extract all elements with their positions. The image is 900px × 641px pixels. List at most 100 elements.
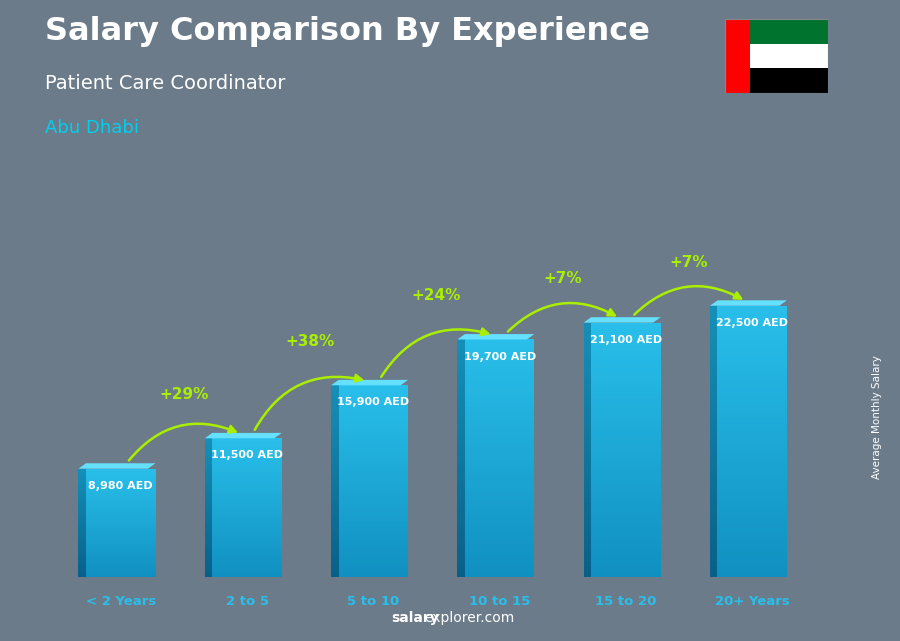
Bar	[212, 549, 282, 551]
Bar	[710, 385, 717, 387]
Bar	[717, 360, 787, 363]
Bar	[591, 358, 661, 361]
Bar	[338, 560, 408, 562]
Bar	[205, 509, 212, 510]
Bar	[710, 495, 717, 498]
Bar	[465, 356, 535, 358]
Bar	[78, 540, 86, 541]
Bar	[710, 417, 717, 420]
Bar	[331, 451, 338, 453]
Bar	[338, 456, 408, 458]
Bar	[86, 470, 156, 471]
Bar	[591, 445, 661, 447]
Bar	[465, 475, 535, 477]
Bar	[457, 477, 465, 479]
Bar	[465, 347, 535, 349]
Bar	[710, 422, 717, 425]
Bar	[212, 441, 282, 442]
Bar	[591, 325, 661, 328]
Bar	[338, 481, 408, 483]
Bar	[338, 508, 408, 510]
Bar	[86, 529, 156, 530]
Bar	[583, 437, 591, 440]
Bar	[710, 341, 717, 344]
Bar	[465, 558, 535, 560]
Bar	[710, 370, 717, 374]
Bar	[710, 395, 717, 398]
Bar	[583, 414, 591, 417]
Bar	[457, 475, 465, 477]
Bar	[78, 554, 86, 555]
Bar	[331, 456, 338, 458]
Bar	[457, 378, 465, 380]
Bar	[717, 474, 787, 476]
Bar	[86, 490, 156, 492]
Bar	[583, 529, 591, 531]
Bar	[86, 523, 156, 524]
Bar	[86, 541, 156, 542]
Bar	[78, 526, 86, 527]
Bar	[86, 519, 156, 520]
Bar	[583, 429, 591, 432]
Bar	[205, 485, 212, 487]
Bar	[717, 330, 787, 333]
Bar	[591, 462, 661, 465]
Bar	[205, 533, 212, 534]
Bar	[331, 470, 338, 472]
Bar	[331, 408, 338, 410]
Bar	[331, 560, 338, 562]
Bar	[710, 526, 717, 528]
Bar	[583, 404, 591, 406]
Bar	[457, 437, 465, 439]
Bar	[331, 441, 338, 443]
Bar	[465, 529, 535, 532]
Text: 15,900 AED: 15,900 AED	[338, 397, 410, 407]
Bar	[78, 553, 86, 554]
Bar	[457, 565, 465, 567]
Bar	[338, 422, 408, 424]
Bar	[86, 524, 156, 525]
Bar	[205, 503, 212, 505]
Bar	[78, 549, 86, 550]
Bar	[86, 536, 156, 537]
Bar	[212, 452, 282, 454]
Bar	[205, 566, 212, 567]
Bar	[710, 479, 717, 482]
Bar	[86, 501, 156, 503]
Bar	[338, 527, 408, 529]
Bar	[717, 558, 787, 561]
Bar	[78, 567, 86, 568]
Bar	[205, 490, 212, 491]
Bar	[457, 444, 465, 446]
Bar	[457, 532, 465, 534]
Bar	[724, 69, 828, 93]
Bar	[212, 524, 282, 526]
Bar	[710, 452, 717, 455]
Bar	[86, 570, 156, 572]
Bar	[212, 563, 282, 565]
Bar	[331, 538, 338, 540]
Bar	[583, 493, 591, 495]
Bar	[591, 526, 661, 529]
Bar	[212, 556, 282, 558]
Bar	[583, 401, 591, 404]
Bar	[583, 472, 591, 475]
Bar	[331, 567, 338, 569]
Bar	[717, 365, 787, 368]
Bar	[710, 317, 717, 319]
Bar	[338, 498, 408, 500]
Bar	[338, 414, 408, 416]
Bar	[78, 574, 86, 575]
Bar	[591, 485, 661, 488]
Bar	[205, 527, 212, 528]
Bar	[710, 406, 717, 409]
Bar	[465, 499, 535, 501]
Bar	[331, 391, 338, 393]
Bar	[86, 484, 156, 485]
Bar	[331, 525, 338, 527]
Bar	[583, 488, 591, 490]
Bar	[717, 490, 787, 493]
Bar	[457, 503, 465, 506]
Bar	[78, 489, 86, 490]
Bar	[331, 500, 338, 502]
